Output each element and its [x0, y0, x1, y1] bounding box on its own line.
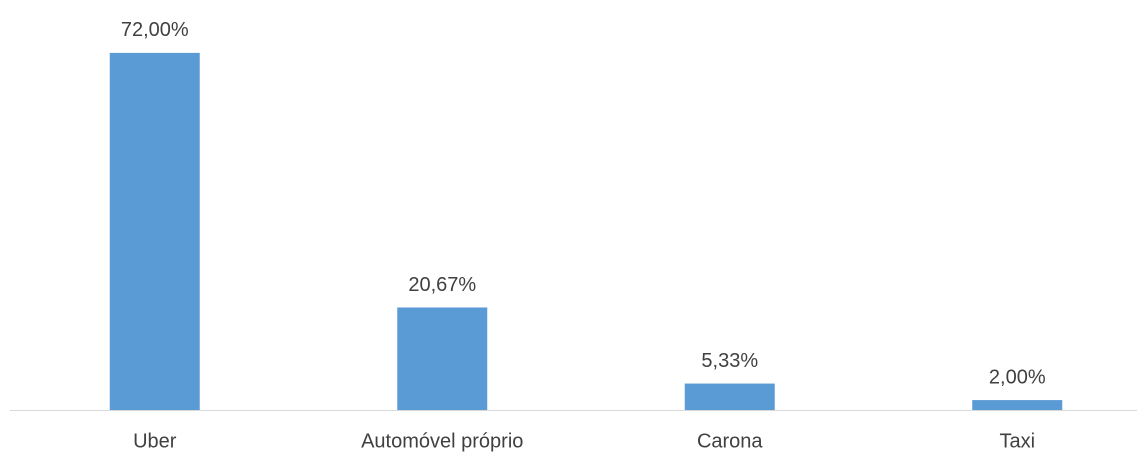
x-tick-label: Carona: [697, 430, 763, 452]
bar: [397, 307, 488, 410]
bar: [972, 400, 1063, 410]
bar: [109, 52, 200, 410]
x-tick-label: Automóvel próprio: [361, 430, 523, 452]
data-label: 2,00%: [989, 366, 1046, 388]
bar: [684, 383, 775, 410]
x-tick-label: Uber: [133, 430, 177, 452]
data-label: 72,00%: [121, 19, 189, 41]
data-label: 20,67%: [408, 274, 476, 296]
x-tick-label: Taxi: [999, 430, 1035, 452]
data-label: 5,33%: [701, 350, 758, 372]
